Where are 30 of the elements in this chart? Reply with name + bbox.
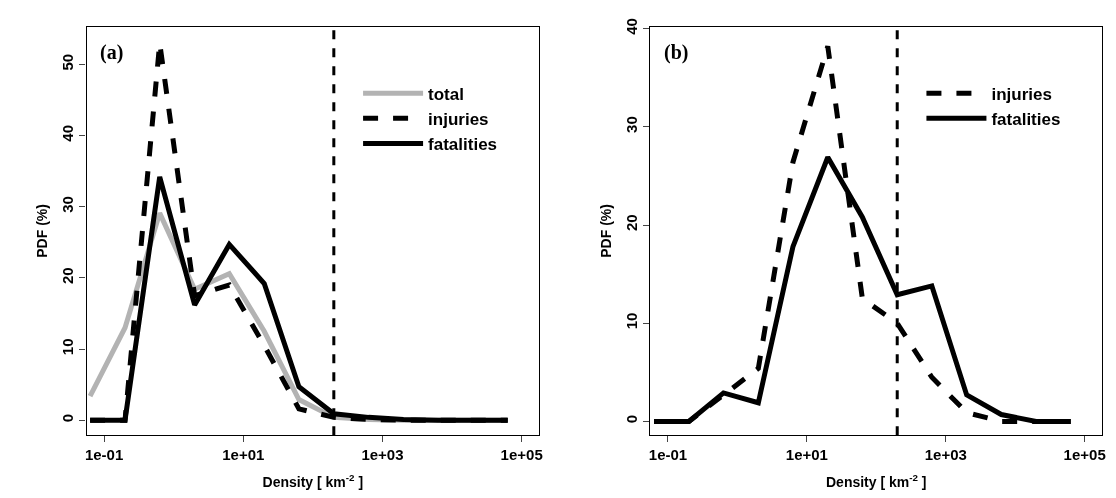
- y-tick-label: 30: [623, 116, 641, 133]
- annotation: (b): [664, 41, 689, 64]
- x-tick-label: 1e+03: [361, 446, 404, 464]
- legend-label: injuries: [428, 109, 489, 129]
- legend-label: fatalities: [991, 109, 1061, 129]
- y-tick-label: 20: [59, 267, 77, 284]
- y-tick-label: 0: [59, 413, 77, 423]
- legend-label: injuries: [991, 84, 1052, 104]
- legend-label: fatalities: [428, 135, 498, 155]
- legend-label: total: [428, 84, 464, 104]
- y-tick-label: 50: [59, 53, 77, 71]
- y-axis-title: PDF (%): [597, 204, 614, 258]
- x-tick-label: 1e+01: [222, 446, 265, 464]
- x-tick-label: 1e+01: [785, 446, 828, 464]
- x-tick-label: 1e-01: [84, 446, 124, 464]
- y-tick-label: 0: [623, 414, 641, 424]
- x-tick-label: 1e+05: [500, 446, 543, 464]
- y-tick-label: 20: [623, 214, 641, 232]
- x-axis-title: Density [ km$^{-2}$ ]: [262, 471, 364, 490]
- x-tick-label: 1e+03: [924, 446, 967, 464]
- y-tick-label: 10: [59, 338, 77, 356]
- y-tick-label: 40: [623, 18, 641, 35]
- x-tick-label: 1e+05: [1063, 446, 1106, 464]
- y-tick-label: 30: [59, 196, 77, 213]
- annotation: (a): [100, 41, 124, 64]
- y-tick-label: 10: [623, 312, 641, 330]
- x-tick-label: 1e-01: [648, 446, 688, 464]
- y-axis-title: PDF (%): [34, 204, 51, 258]
- y-tick-label: 40: [59, 124, 77, 142]
- x-axis-title: Density [ km$^{-2}$ ]: [826, 471, 927, 490]
